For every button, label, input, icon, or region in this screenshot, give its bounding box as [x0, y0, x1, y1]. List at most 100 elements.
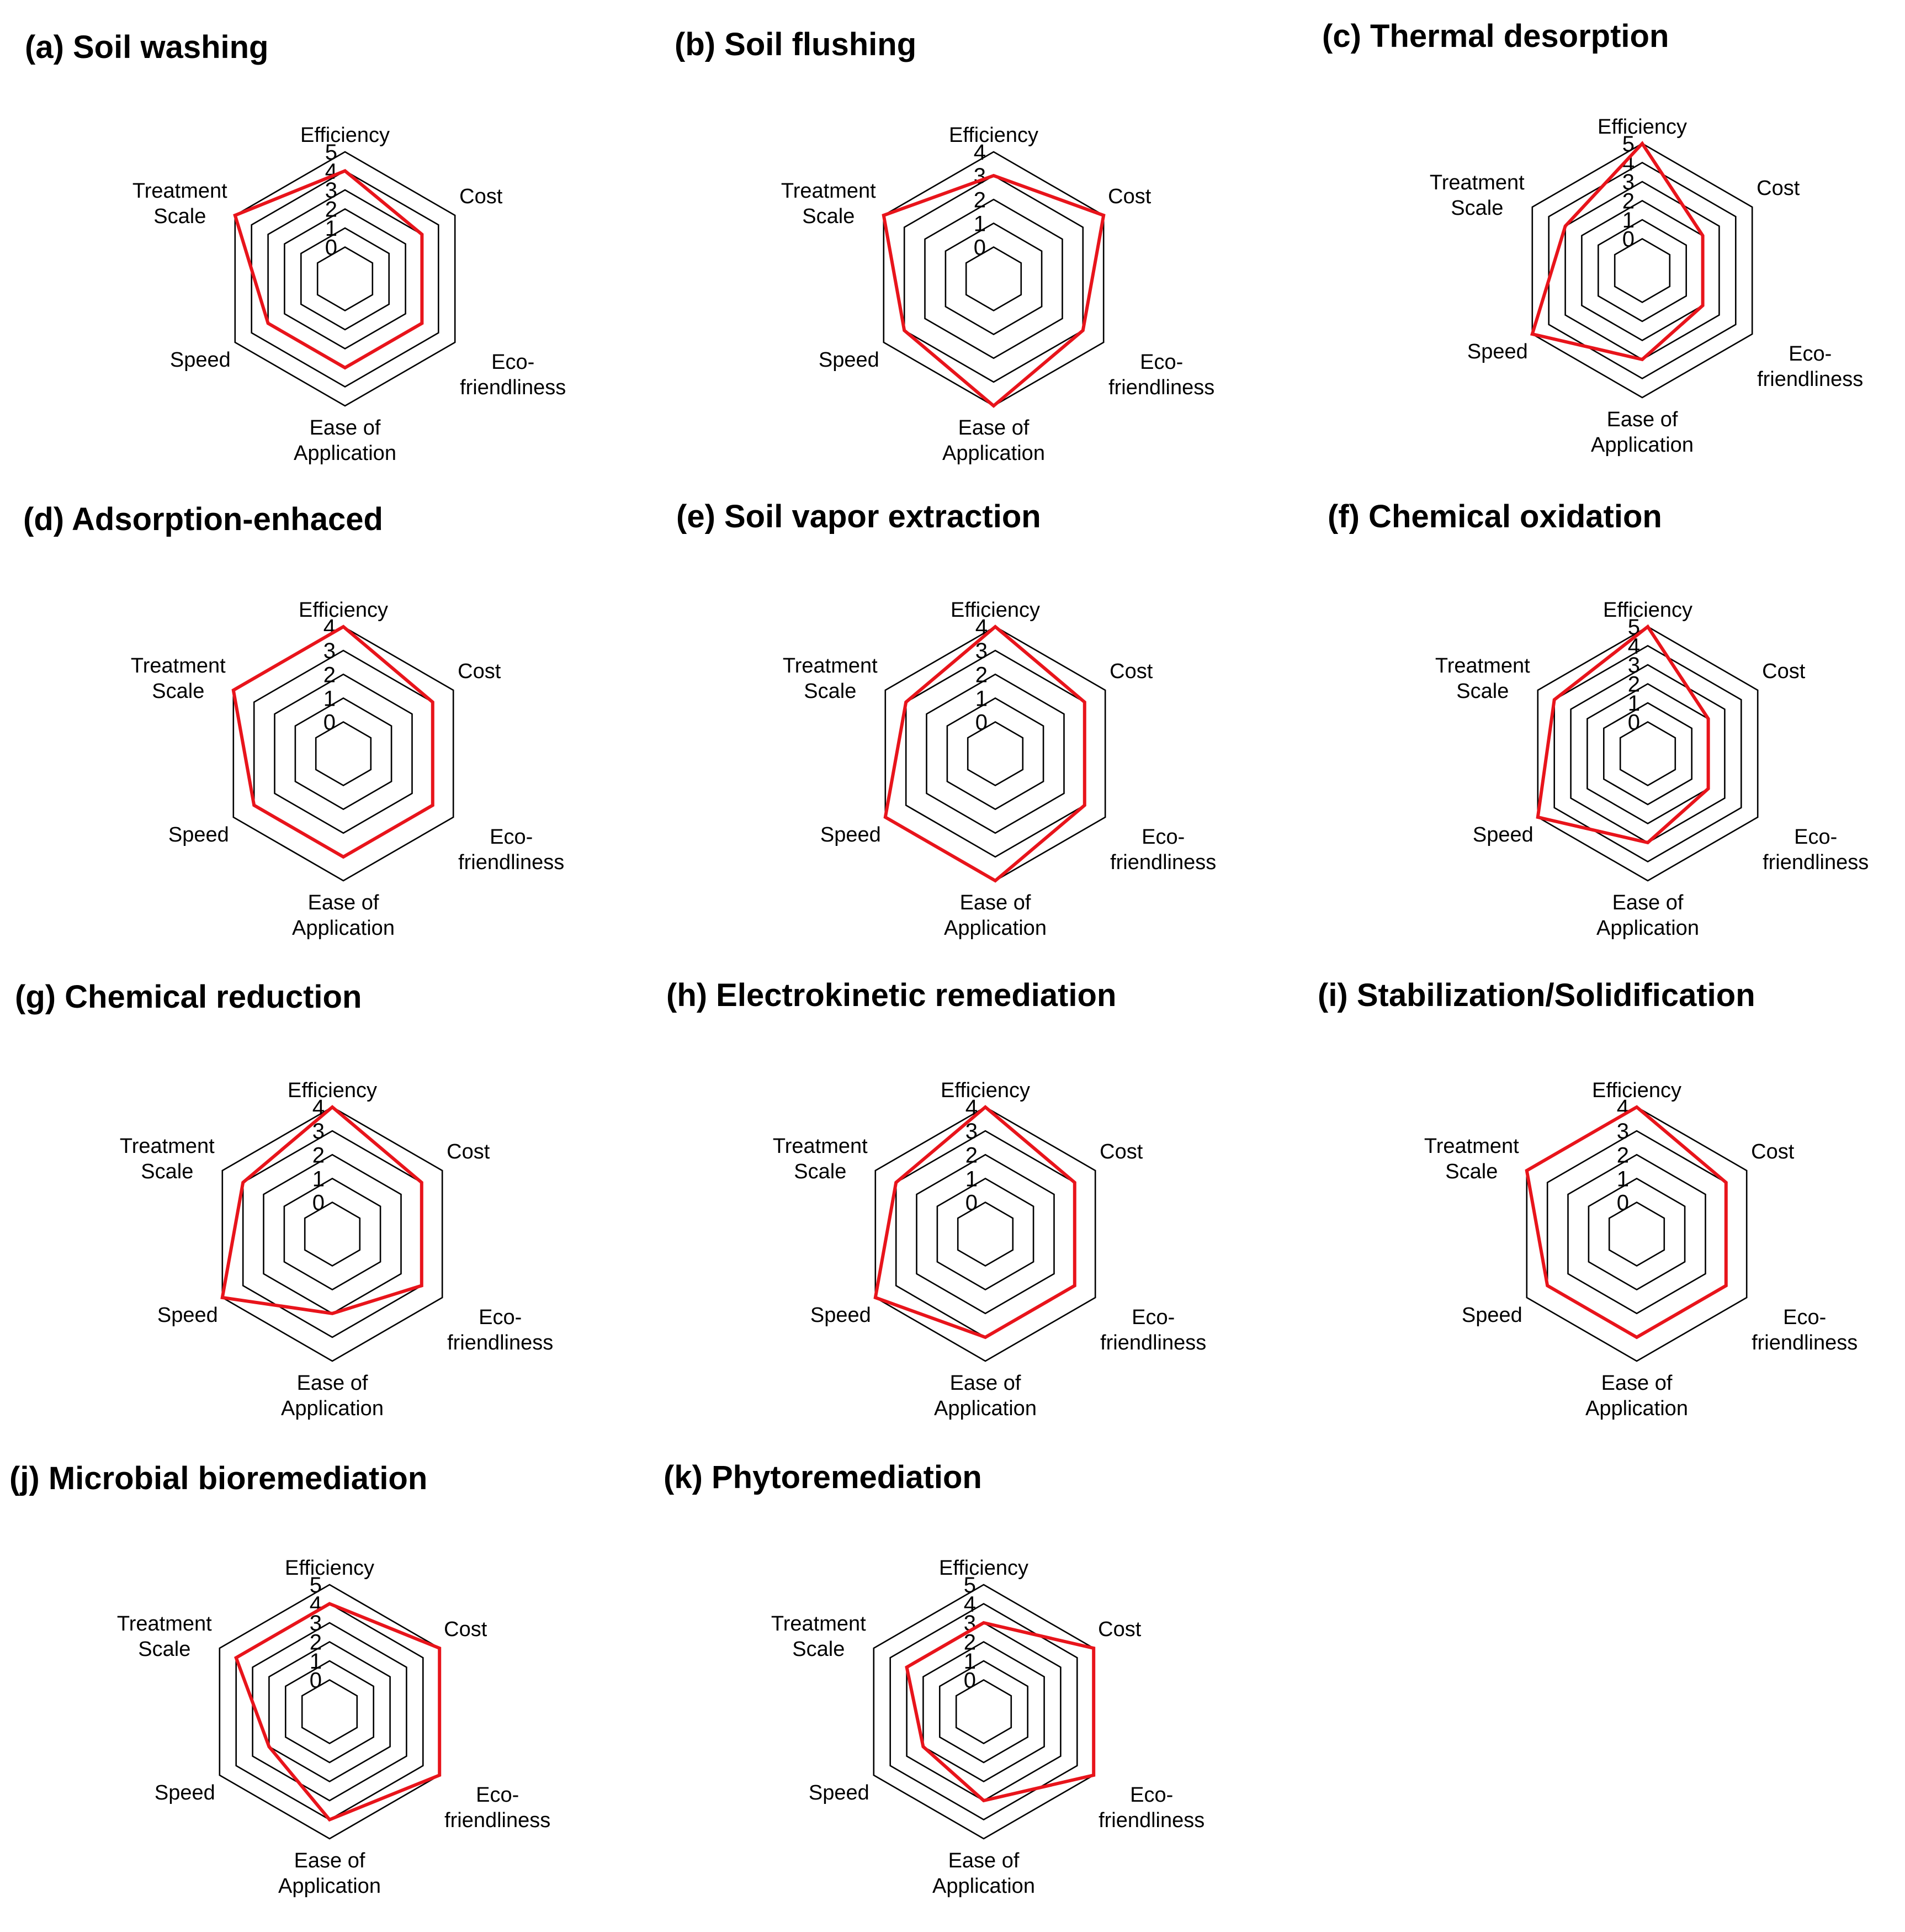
radar-panel-11: (k) Phytoremediation012345EfficiencyCost… — [664, 1459, 1204, 1898]
axis-label-line: Ease of — [310, 416, 381, 440]
axis-label-line: Eco- — [1789, 342, 1832, 366]
grid-ring-2 — [1586, 682, 1709, 825]
axis-label-line: Scale — [152, 680, 204, 703]
axis-label-line: Ease of — [960, 891, 1031, 914]
axis-label-line: friendliness — [1099, 1809, 1204, 1832]
tick-label-3: 3 — [310, 1611, 322, 1635]
axis-label-line: Cost — [1098, 1618, 1142, 1641]
axis-label-line: friendliness — [1763, 851, 1869, 874]
axis-label-ease-of-application: Ease of Application — [278, 1849, 381, 1898]
grid-ring-0 — [1614, 237, 1671, 304]
axis-label-line: Eco- — [1783, 1306, 1826, 1329]
axis-label-line: Application — [942, 442, 1045, 465]
axis-label-line: Speed — [809, 1781, 869, 1804]
axis-label-cost: Cost — [444, 1618, 487, 1641]
axis-label-eco-friendliness: Eco-friendliness — [460, 351, 566, 399]
radar-panel-10: (j) Microbial bioremediation012345Effici… — [9, 1460, 550, 1898]
axis-label-speed: Speed — [168, 823, 229, 846]
grid-ring-4 — [884, 626, 1106, 882]
axis-label-efficiency: Efficiency — [939, 1557, 1028, 1580]
axis-label-efficiency: Efficiency — [951, 599, 1040, 622]
tick-label-2: 2 — [975, 663, 988, 687]
tick-label-1: 1 — [965, 1167, 978, 1191]
axis-label-line: Eco- — [491, 351, 534, 374]
grid-ring-1 — [944, 222, 1043, 336]
tick-label-4: 4 — [312, 1095, 325, 1120]
grid-ring-4 — [889, 1602, 1078, 1821]
axis-label-treatment-scale: Treatment Scale — [1435, 654, 1530, 703]
axis-label-line: Application — [1596, 917, 1699, 940]
axis-label-efficiency: Efficiency — [300, 124, 390, 147]
grid-ring-3 — [903, 174, 1084, 383]
axis-label-line: Efficiency — [1592, 1079, 1681, 1102]
axis-label-treatment-scale: Treatment Scale — [120, 1135, 215, 1183]
axis-label-line: Eco- — [490, 825, 533, 849]
axis-label-treatment-scale: Treatment Scale — [783, 654, 878, 703]
axis-label-line: Cost — [1762, 660, 1806, 683]
grid-ring-0 — [315, 721, 372, 787]
axis-label-eco-friendliness: Eco-friendliness — [444, 1783, 550, 1832]
tick-label-2: 2 — [312, 1143, 325, 1167]
axis-label-speed: Speed — [819, 348, 879, 372]
grid-ring-3 — [906, 1622, 1062, 1802]
tick-label-3: 3 — [312, 1119, 325, 1144]
axis-label-line: friendliness — [1100, 1331, 1206, 1354]
chart-title: (c) Thermal desorption — [1322, 18, 1669, 54]
tick-label-1: 1 — [1617, 1167, 1629, 1191]
axis-label-efficiency: Efficiency — [288, 1079, 377, 1102]
radar-panel-5: (e) Soil vapor extraction 01234Efficiency… — [676, 499, 1216, 940]
axis-label-eco-friendliness: Eco-friendliness — [1110, 825, 1216, 874]
grid-ring-2 — [922, 1640, 1045, 1783]
axis-label-speed: Speed — [1462, 1304, 1522, 1327]
grid-ring-4 — [1526, 1106, 1748, 1362]
axis-label-cost: Cost — [1757, 177, 1800, 200]
axis-label-speed: Speed — [809, 1781, 869, 1804]
axis-label-line: Speed — [170, 348, 231, 372]
series-line — [231, 624, 434, 859]
axis-label-line: Cost — [444, 1618, 487, 1641]
tick-label-1: 1 — [323, 686, 336, 711]
axis-label-line: Treatment — [1430, 171, 1525, 194]
axis-label-treatment-scale: Treatment Scale — [131, 654, 226, 703]
tick-label-1: 1 — [325, 216, 337, 241]
axis-label-line: Scale — [138, 1638, 190, 1661]
tick-label-5: 5 — [325, 140, 337, 165]
axis-label-speed: Speed — [820, 823, 881, 846]
tick-label-3: 3 — [965, 1119, 978, 1144]
grid-ring-0 — [1619, 721, 1676, 787]
axis-label-line: friendliness — [447, 1331, 553, 1354]
series-line — [1525, 1105, 1728, 1340]
tick-label-2: 2 — [1617, 1143, 1629, 1167]
tick-label-2: 2 — [323, 663, 336, 687]
axis-label-speed: Speed — [170, 348, 231, 372]
axis-label-line: friendliness — [1108, 376, 1214, 399]
axis-label-line: Treatment — [771, 1612, 866, 1635]
axis-label-eco-friendliness: Eco-friendliness — [1108, 351, 1214, 399]
axis-label-line: Eco- — [1132, 1306, 1175, 1329]
grid-ring-1 — [1588, 1177, 1686, 1291]
tick-label-1: 1 — [310, 1649, 322, 1674]
tick-label-0: 0 — [312, 1191, 325, 1215]
axis-label-line: Application — [281, 1397, 384, 1420]
axis-label-treatment-scale: Treatment Scale — [1430, 171, 1525, 220]
axis-label-ease-of-application: Ease of Application — [1591, 408, 1694, 457]
axis-label-eco-friendliness: Eco-friendliness — [1099, 1783, 1204, 1832]
tick-label-2: 2 — [1622, 189, 1635, 214]
grid-ring-1 — [946, 697, 1044, 811]
axis-label-speed: Speed — [810, 1304, 871, 1327]
axis-label-line: Efficiency — [951, 599, 1040, 622]
grid-ring-2 — [1581, 199, 1704, 342]
tick-label-2: 2 — [325, 198, 337, 222]
axis-label-line: Application — [932, 1875, 1035, 1898]
axis-label-line: friendliness — [458, 851, 564, 874]
axis-label-treatment-scale: Treatment Scale — [1424, 1135, 1519, 1183]
axis-label-speed: Speed — [157, 1304, 218, 1327]
tick-label-2: 2 — [964, 1631, 976, 1655]
axis-label-efficiency: Efficiency — [1603, 599, 1692, 622]
axis-label-line: Efficiency — [939, 1557, 1028, 1580]
chart-title: (a) Soil washing — [25, 29, 269, 65]
axis-label-efficiency: Efficiency — [285, 1557, 374, 1580]
axis-label-line: Speed — [819, 348, 879, 372]
tick-label-0: 0 — [323, 711, 336, 735]
